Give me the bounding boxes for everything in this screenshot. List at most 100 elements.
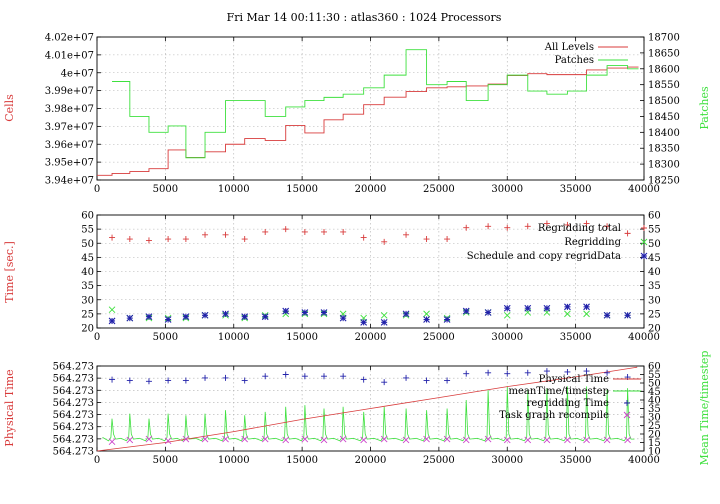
point-task-graph-recompile	[182, 435, 190, 443]
y2-tick-label: 35	[648, 404, 661, 415]
legend-label-mean-time: meanTime/timestep	[508, 386, 609, 397]
legend-label-all-levels: All Levels	[544, 42, 594, 53]
point-task-graph-recompile	[402, 436, 410, 444]
legend-label-schedule-copy: Schedule and copy regridData	[467, 251, 621, 262]
point-regridding-total	[604, 223, 611, 230]
y-tick-label: 4.02e+07	[45, 33, 94, 44]
point-schedule-copy	[241, 313, 249, 321]
point-regridding-time	[109, 376, 116, 383]
point-schedule-copy	[543, 304, 551, 312]
point-regridding-total	[202, 231, 209, 238]
legend-marker-schedule-copy	[640, 252, 648, 260]
x-tick-label: 5000	[153, 332, 178, 343]
point-regridding-total	[463, 224, 470, 231]
y2-tick-label: 50	[648, 239, 661, 250]
y-tick-label: 564.273	[53, 362, 94, 373]
x-tick-label: 10000	[218, 332, 250, 343]
point-regridding-time	[444, 377, 451, 384]
y-tick-label: 60	[81, 211, 94, 222]
y2-tick-label: 50	[648, 379, 661, 390]
y-tick-label: 3.96e+07	[45, 140, 94, 151]
x-tick-label: 0	[94, 184, 100, 195]
y-tick-label: 3.95e+07	[45, 158, 94, 169]
point-task-graph-recompile	[503, 436, 511, 444]
point-regridding-time	[524, 369, 531, 376]
point-regridding-time	[165, 377, 172, 384]
point-task-graph-recompile	[443, 435, 451, 443]
y2-tick-label: 18550	[648, 80, 680, 91]
point-schedule-copy	[222, 310, 229, 318]
x-tick-label: 30000	[491, 184, 523, 195]
point-task-graph-recompile	[360, 436, 367, 444]
point-schedule-copy	[583, 303, 590, 311]
y-tick-label: 4.01e+07	[45, 50, 94, 61]
point-schedule-copy	[484, 309, 492, 316]
y2-tick-label: 30	[648, 295, 661, 306]
series-line-mean-time	[102, 386, 635, 442]
point-task-graph-recompile	[624, 436, 631, 444]
point-regridding	[583, 310, 590, 318]
point-regridding-time	[543, 368, 550, 375]
point-schedule-copy	[402, 310, 410, 318]
point-task-graph-recompile	[126, 436, 134, 444]
point-regridding-time	[241, 377, 248, 384]
y2-tick-label: 30	[648, 413, 661, 424]
y-tick-label: 45	[81, 253, 94, 264]
point-task-graph-recompile	[380, 435, 388, 443]
y2-tick-label: 55	[648, 370, 661, 381]
point-regridding-total	[109, 234, 116, 241]
x-tick-label: 30000	[491, 455, 523, 466]
point-schedule-copy	[360, 318, 368, 326]
y2-tick-label: 60	[648, 362, 661, 373]
x-tick-label: 20000	[355, 332, 387, 343]
point-regridding-total	[321, 228, 328, 235]
point-regridding-time	[381, 379, 388, 386]
point-task-graph-recompile	[201, 435, 209, 443]
y2-tick-label: 15	[648, 438, 661, 449]
point-task-graph-recompile	[145, 435, 153, 443]
legend-marker-task-graph	[623, 411, 631, 419]
point-regridding	[423, 310, 430, 318]
point-schedule-copy	[339, 314, 347, 322]
point-schedule-copy	[423, 316, 430, 323]
legend-label-patches: Patches	[555, 55, 594, 66]
point-schedule-copy	[603, 311, 611, 319]
x-tick-label: 25000	[423, 455, 455, 466]
point-schedule-copy	[503, 304, 511, 312]
point-schedule-copy	[164, 316, 172, 323]
y-tick-label: 35	[81, 281, 94, 292]
y2-tick-label: 60	[648, 211, 661, 222]
x-tick-label: 25000	[423, 332, 455, 343]
y2-tick-label: 25	[648, 421, 661, 432]
point-schedule-copy	[624, 311, 631, 319]
point-regridding-total	[301, 228, 308, 235]
x-tick-label: 25000	[423, 184, 455, 195]
x-tick-label: 20000	[355, 455, 387, 466]
y-tick-label: 564.273	[53, 386, 94, 397]
x-tick-label: 35000	[560, 184, 592, 195]
y-tick-label: 564.273	[53, 434, 94, 445]
legend-label-regridding-total: Regridding total	[538, 223, 621, 234]
point-regridding	[380, 311, 388, 319]
point-regridding-time	[145, 378, 152, 385]
point-task-graph-recompile	[564, 436, 571, 444]
point-task-graph-recompile	[282, 436, 290, 444]
x-tick-label: 20000	[355, 184, 387, 195]
point-regridding-total	[182, 236, 189, 243]
point-regridding-total	[262, 228, 269, 235]
point-regridding-time	[360, 376, 367, 383]
point-regridding-time	[504, 370, 511, 377]
point-regridding-total	[485, 223, 492, 230]
point-schedule-copy	[282, 307, 290, 315]
y-tick-label: 3.97e+07	[45, 122, 94, 133]
point-schedule-copy	[201, 311, 209, 319]
plot-frame	[96, 365, 645, 452]
point-regridding-time	[583, 368, 590, 375]
y-tick-label: 564.273	[53, 374, 94, 385]
x-tick-label: 35000	[560, 455, 592, 466]
y-tick-label: 564.273	[53, 398, 94, 409]
point-task-graph-recompile	[583, 436, 590, 444]
point-task-graph-recompile	[320, 436, 328, 444]
legend-label-regridding: Regridding	[564, 237, 621, 248]
y2-tick-label: 18600	[648, 64, 680, 75]
